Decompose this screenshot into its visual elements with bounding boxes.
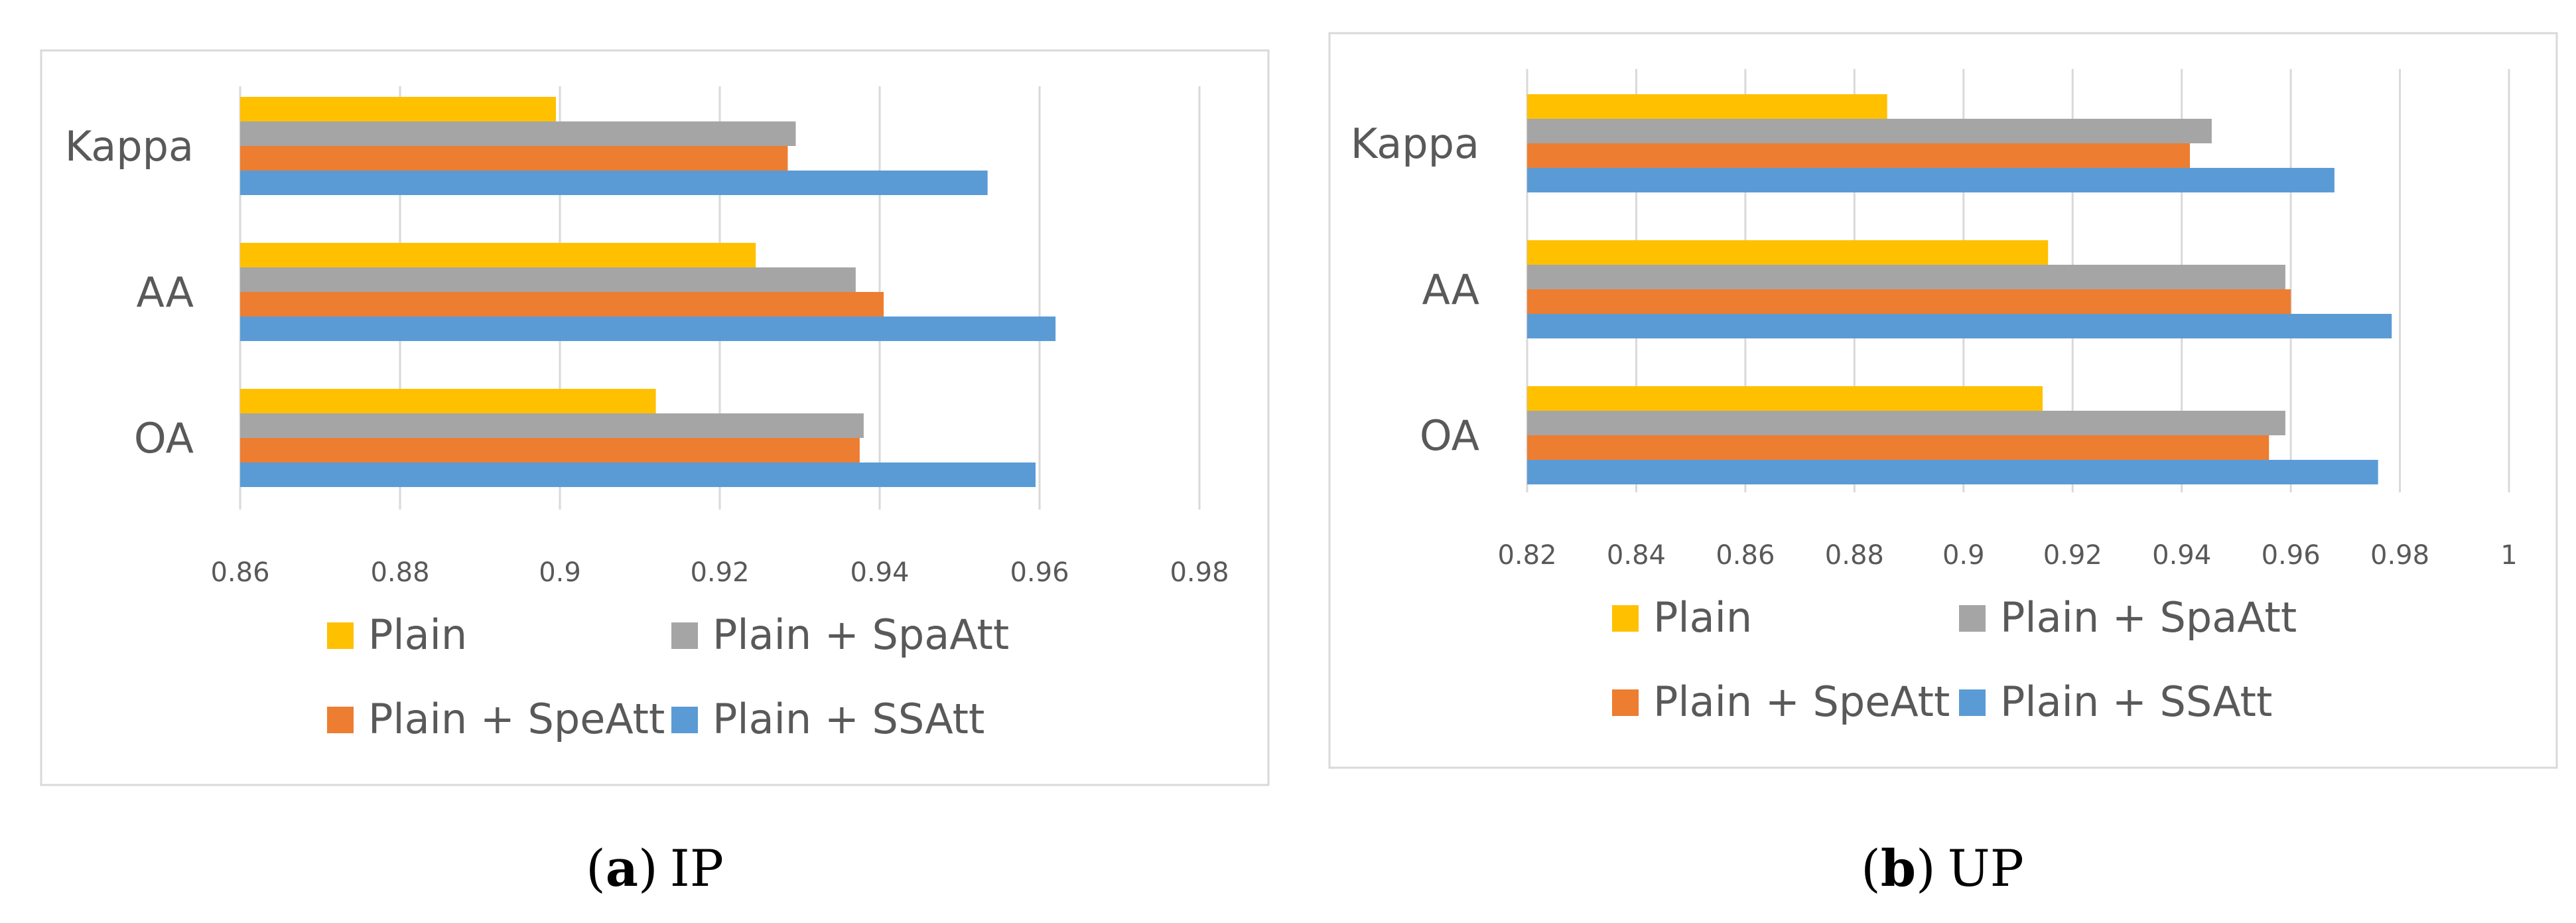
legend-label: Plain — [368, 610, 467, 659]
bar-aa-plain-speatt — [240, 292, 884, 317]
caption-paren-open: ( — [586, 839, 606, 898]
category-label-aa: AA — [1422, 265, 1479, 314]
bar-kappa-plain-spaatt — [1527, 119, 2212, 143]
x-tick-label: 0.84 — [1607, 540, 1666, 571]
chart-panel-ip: Kappa AA OA 0.86 0.88 0.9 0.92 0.94 0.96 0.98 Pl… — [40, 49, 1270, 898]
legend-item-plain-speatt: Plain + SpeAtt — [327, 695, 665, 743]
legend-label: Plain + SpaAtt — [2000, 593, 2297, 642]
x-tick-label: 0.9 — [539, 557, 581, 588]
bar-kappa-plain-ssatt — [1527, 168, 2335, 192]
legend-item-plain: Plain — [327, 610, 467, 659]
legend-swatch — [1612, 605, 1639, 632]
legend-swatch — [1959, 605, 1986, 632]
x-tick-label: 0.94 — [2152, 540, 2211, 571]
legend-swatch — [671, 622, 698, 649]
x-tick-label: 0.9 — [1942, 540, 1985, 571]
x-tick-label: 0.86 — [210, 557, 269, 588]
legend-label: Plain + SSAtt — [2000, 677, 2272, 726]
bar-oa-plain-ssatt — [1527, 460, 2378, 484]
bar-kappa-plain-speatt — [1527, 143, 2190, 168]
x-tick-label: 0.96 — [1010, 557, 1069, 588]
legend-up: Plain Plain + SpaAtt Plain + SpeAtt Plain +… — [1612, 593, 2297, 726]
category-label-kappa: Kappa — [1351, 119, 1479, 168]
bar-aa-plain — [1527, 240, 2049, 265]
x-tick-labels-ip: 0.86 0.88 0.9 0.92 0.94 0.96 0.98 — [210, 557, 1229, 588]
bar-kappa-plain — [1527, 94, 1887, 119]
caption-letter: b — [1881, 839, 1916, 898]
legend-swatch — [1612, 689, 1639, 716]
bar-oa-plain-spaatt — [1527, 411, 2285, 435]
bars-up — [1527, 94, 2392, 484]
x-tick-labels-up: 0.82 0.84 0.86 0.88 0.9 0.92 0.94 0.96 0.98 1 — [1497, 540, 2517, 571]
category-label-oa: OA — [1420, 411, 1479, 460]
bars-ip — [240, 97, 1056, 487]
bar-oa-plain — [240, 389, 656, 413]
bar-kappa-plain — [240, 97, 556, 121]
legend-item-plain: Plain — [1612, 593, 1752, 642]
x-tick-label: 0.98 — [1170, 557, 1229, 588]
legend-item-plain-speatt: Plain + SpeAtt — [1612, 677, 1950, 726]
x-tick-label: 0.98 — [2370, 540, 2429, 571]
x-tick-label: 0.94 — [850, 557, 909, 588]
bar-kappa-plain-ssatt — [240, 171, 988, 195]
legend-swatch — [671, 707, 698, 733]
bar-aa-plain — [240, 243, 756, 267]
caption-name: IP — [670, 839, 724, 898]
bar-aa-plain-spaatt — [240, 267, 856, 292]
category-label-kappa: Kappa — [65, 122, 194, 171]
bar-oa-plain-ssatt — [240, 462, 1036, 487]
caption-ip: (a) IP — [586, 839, 724, 898]
caption-paren-close: ) — [1916, 839, 1936, 898]
category-labels-up: Kappa AA OA — [1351, 119, 1479, 460]
legend-label: Plain + SpeAtt — [1653, 677, 1950, 726]
category-label-aa: AA — [136, 268, 194, 317]
caption-up: (b) UP — [1861, 839, 2024, 898]
bar-aa-plain-spaatt — [1527, 265, 2285, 289]
bar-oa-plain-speatt — [240, 438, 860, 462]
bar-kappa-plain-speatt — [240, 146, 788, 171]
bar-kappa-plain-spaatt — [240, 121, 796, 146]
legend-label: Plain + SSAtt — [712, 695, 984, 743]
caption-name: UP — [1948, 839, 2024, 898]
caption-paren-open: ( — [1861, 839, 1881, 898]
x-tick-label: 0.88 — [1825, 540, 1884, 571]
legend-item-plain-ssatt: Plain + SSAtt — [1959, 677, 2272, 726]
legend-item-plain-spaatt: Plain + SpaAtt — [671, 610, 1009, 659]
legend-label: Plain — [1653, 593, 1752, 642]
category-labels-ip: Kappa AA OA — [65, 122, 194, 462]
x-tick-label: 1 — [2500, 540, 2517, 571]
caption-letter: a — [606, 839, 638, 898]
legend-swatch — [1959, 689, 1986, 716]
x-tick-label: 0.88 — [370, 557, 429, 588]
bar-aa-plain-speatt — [1527, 289, 2291, 314]
legend-label: Plain + SpaAtt — [712, 610, 1009, 659]
chart-panel-up: Kappa AA OA 0.82 0.84 0.86 0.88 0.9 0.92 0.94 0.9… — [1328, 32, 2558, 898]
bar-aa-plain-ssatt — [240, 317, 1056, 341]
x-tick-label: 0.92 — [2043, 540, 2102, 571]
legend-swatch — [327, 707, 354, 733]
bar-oa-plain-speatt — [1527, 435, 2270, 460]
legend-swatch — [327, 622, 354, 649]
x-tick-label: 0.92 — [690, 557, 749, 588]
bar-oa-plain — [1527, 386, 2043, 411]
x-tick-label: 0.96 — [2262, 540, 2321, 571]
bar-aa-plain-ssatt — [1527, 314, 2392, 338]
category-label-oa: OA — [134, 414, 194, 462]
x-tick-label: 0.82 — [1497, 540, 1556, 571]
legend-ip: Plain Plain + SpaAtt Plain + SpeAtt Plain +… — [327, 610, 1009, 743]
legend-item-plain-ssatt: Plain + SSAtt — [671, 695, 984, 743]
legend-item-plain-spaatt: Plain + SpaAtt — [1959, 593, 2297, 642]
caption-paren-close: ) — [638, 839, 658, 898]
bar-oa-plain-spaatt — [240, 413, 864, 438]
x-tick-label: 0.86 — [1716, 540, 1775, 571]
legend-label: Plain + SpeAtt — [368, 695, 665, 743]
